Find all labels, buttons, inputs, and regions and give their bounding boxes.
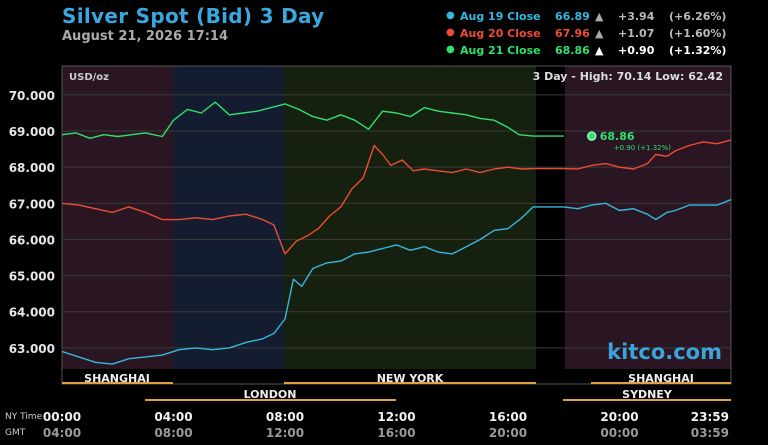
session-label-shanghai: SHANGHAI: [84, 372, 150, 385]
y-tick-label: 69.000: [9, 125, 55, 139]
legend-dot-icon: ●: [446, 27, 455, 38]
ny-time-tick: 20:00: [600, 410, 638, 424]
series-line-2: [61, 139, 731, 255]
legend-value: 68.86: [555, 44, 590, 57]
legend-value: 67.96: [555, 27, 590, 40]
current-price-marker: [587, 131, 597, 141]
chart-title: Silver Spot (Bid) 3 Day: [62, 4, 325, 28]
legend-change: +3.94: [618, 10, 655, 23]
series-layer: 68.86+0.90 (+1.32%): [61, 101, 731, 365]
gmt-time-tick: 03:59: [691, 426, 729, 440]
x-axis: 00:00 04:00 04:00 08:00 08:00 12:00 12:00 16:00…: [43, 410, 729, 440]
legend-percent: (+6.26%): [669, 10, 727, 23]
session-shade-london: [173, 66, 284, 369]
legend-change: +1.07: [618, 27, 655, 40]
gridlines: [62, 94, 731, 349]
gmt-time-tick: 12:00: [266, 426, 304, 440]
legend-arrow-icon: ▲: [595, 44, 604, 57]
legend-dot-icon: ●: [446, 44, 455, 55]
session-label-sydney: SYDNEY: [622, 388, 673, 401]
session-shade-newyork: [284, 66, 536, 369]
y-tick-label: 64.000: [9, 306, 55, 320]
current-price-label: 68.86: [600, 130, 635, 143]
session-label-london: LONDON: [244, 388, 297, 401]
ny-time-tick: 04:00: [154, 410, 192, 424]
legend-label: Aug 21 Close: [460, 44, 541, 57]
legend-label: Aug 20 Close: [460, 27, 541, 40]
unit-label: USD/oz: [69, 72, 109, 83]
session-shade-shanghai-2: [565, 66, 731, 369]
ny-time-tick: 08:00: [266, 410, 304, 424]
ny-time-label: NY Time: [5, 412, 43, 422]
legend-arrow-icon: ▲: [595, 10, 604, 23]
range-summary: 3 Day - High: 70.14 Low: 62.42: [533, 70, 723, 83]
legend-value: 66.89: [555, 10, 590, 23]
y-tick-label: 68.000: [9, 161, 55, 175]
y-tick-label: 70.000: [9, 89, 55, 103]
session-label-newyork: NEW YORK: [377, 372, 444, 385]
session-label-shanghai-2: SHANGHAI: [628, 372, 694, 385]
ny-time-tick: 00:00: [43, 410, 81, 424]
gmt-time-tick: 04:00: [43, 426, 81, 440]
chart-date: August 21, 2026 17:14: [62, 29, 228, 44]
kitco-watermark: kitco.com: [607, 340, 722, 364]
session-shade-shanghai: [62, 66, 173, 369]
gmt-time-tick: 00:00: [600, 426, 638, 440]
legend-percent: (+1.60%): [669, 27, 727, 40]
series-line-1: [61, 199, 731, 365]
y-axis: 63.000 64.000 65.000 66.000 67.000 68.000 69.0…: [9, 89, 55, 356]
ny-time-tick: 16:00: [489, 410, 527, 424]
ny-time-tick: 23:59: [691, 410, 729, 424]
ny-time-tick: 12:00: [377, 410, 415, 424]
legend-arrow-icon: ▲: [595, 27, 604, 40]
y-tick-label: 66.000: [9, 233, 55, 247]
legend-dot-icon: ●: [446, 10, 455, 21]
gmt-label: GMT: [5, 428, 26, 438]
gmt-time-tick: 20:00: [489, 426, 527, 440]
gmt-time-tick: 08:00: [154, 426, 192, 440]
legend-change: +0.90: [618, 44, 655, 57]
current-change-label: +0.90 (+1.32%): [614, 144, 672, 152]
legend-percent: (+1.32%): [669, 44, 727, 57]
series-line-3: [61, 101, 564, 139]
y-tick-label: 67.000: [9, 197, 55, 211]
gmt-time-tick: 16:00: [377, 426, 415, 440]
legend-label: Aug 19 Close: [460, 10, 541, 23]
y-tick-label: 63.000: [9, 342, 55, 356]
y-tick-label: 65.000: [9, 270, 55, 284]
